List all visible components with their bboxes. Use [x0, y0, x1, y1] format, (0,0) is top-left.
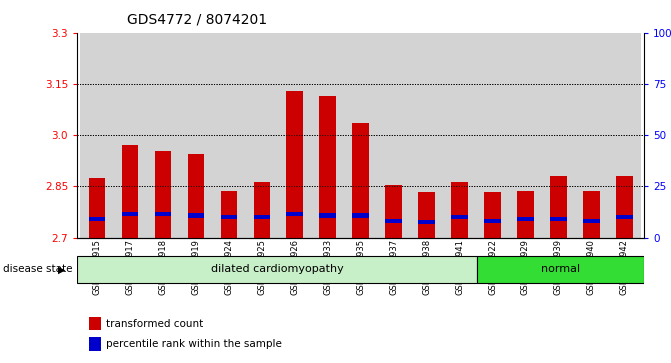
Bar: [517, 191, 533, 238]
Bar: [146, 33, 179, 238]
Bar: [254, 215, 270, 219]
Bar: [452, 182, 468, 238]
Bar: [287, 91, 303, 238]
Bar: [542, 33, 575, 238]
Bar: [188, 213, 204, 217]
Bar: [188, 213, 204, 217]
Text: dilated cardiomyopathy: dilated cardiomyopathy: [211, 264, 344, 274]
Bar: [352, 123, 369, 238]
Text: disease state: disease state: [3, 264, 73, 274]
Bar: [418, 192, 435, 238]
Bar: [246, 33, 278, 238]
Bar: [616, 215, 633, 219]
Bar: [616, 215, 633, 219]
Bar: [452, 215, 468, 219]
Bar: [89, 317, 101, 330]
Bar: [221, 215, 237, 219]
Bar: [179, 33, 212, 238]
Bar: [550, 176, 567, 238]
Bar: [418, 192, 435, 238]
Bar: [287, 212, 303, 216]
Bar: [254, 215, 270, 219]
Bar: [254, 182, 270, 238]
Bar: [89, 178, 105, 238]
Text: transformed count: transformed count: [105, 318, 203, 329]
FancyBboxPatch shape: [477, 256, 644, 284]
Bar: [212, 33, 246, 238]
Bar: [443, 33, 476, 238]
Bar: [418, 220, 435, 224]
Text: GDS4772 / 8074201: GDS4772 / 8074201: [127, 13, 268, 27]
Bar: [81, 33, 113, 238]
Bar: [452, 215, 468, 219]
Bar: [385, 185, 402, 238]
Bar: [452, 182, 468, 238]
Bar: [154, 151, 171, 238]
Bar: [385, 219, 402, 223]
Bar: [188, 154, 204, 238]
Bar: [550, 217, 567, 221]
Bar: [583, 191, 600, 238]
Bar: [344, 33, 377, 238]
Bar: [517, 217, 533, 221]
Bar: [121, 212, 138, 216]
Bar: [287, 91, 303, 238]
Bar: [550, 176, 567, 238]
Bar: [385, 185, 402, 238]
Bar: [188, 154, 204, 238]
Bar: [550, 217, 567, 221]
Bar: [377, 33, 410, 238]
Bar: [89, 217, 105, 221]
FancyBboxPatch shape: [77, 256, 477, 284]
Text: percentile rank within the sample: percentile rank within the sample: [105, 339, 281, 350]
Bar: [89, 338, 101, 351]
Bar: [154, 151, 171, 238]
Bar: [221, 191, 237, 238]
Bar: [352, 213, 369, 217]
Bar: [319, 213, 336, 217]
Bar: [509, 33, 542, 238]
Bar: [121, 146, 138, 238]
Bar: [319, 96, 336, 238]
Bar: [484, 219, 501, 223]
Bar: [89, 217, 105, 221]
Bar: [311, 33, 344, 238]
Bar: [319, 96, 336, 238]
Bar: [154, 212, 171, 216]
Bar: [410, 33, 443, 238]
Bar: [608, 33, 641, 238]
Bar: [278, 33, 311, 238]
Bar: [89, 178, 105, 238]
Bar: [352, 123, 369, 238]
Text: ▶: ▶: [58, 264, 66, 274]
Bar: [517, 217, 533, 221]
Bar: [319, 213, 336, 217]
Bar: [385, 219, 402, 223]
Bar: [484, 192, 501, 238]
Bar: [616, 176, 633, 238]
Bar: [121, 212, 138, 216]
Bar: [583, 219, 600, 223]
Bar: [113, 33, 146, 238]
Bar: [476, 33, 509, 238]
Bar: [616, 176, 633, 238]
Bar: [484, 192, 501, 238]
Bar: [517, 191, 533, 238]
Bar: [221, 191, 237, 238]
Bar: [287, 212, 303, 216]
Bar: [583, 219, 600, 223]
Bar: [575, 33, 608, 238]
Bar: [154, 212, 171, 216]
Bar: [254, 182, 270, 238]
Bar: [121, 146, 138, 238]
Bar: [484, 219, 501, 223]
Bar: [418, 220, 435, 224]
Text: normal: normal: [541, 264, 580, 274]
Bar: [352, 213, 369, 217]
Bar: [221, 215, 237, 219]
Bar: [583, 191, 600, 238]
